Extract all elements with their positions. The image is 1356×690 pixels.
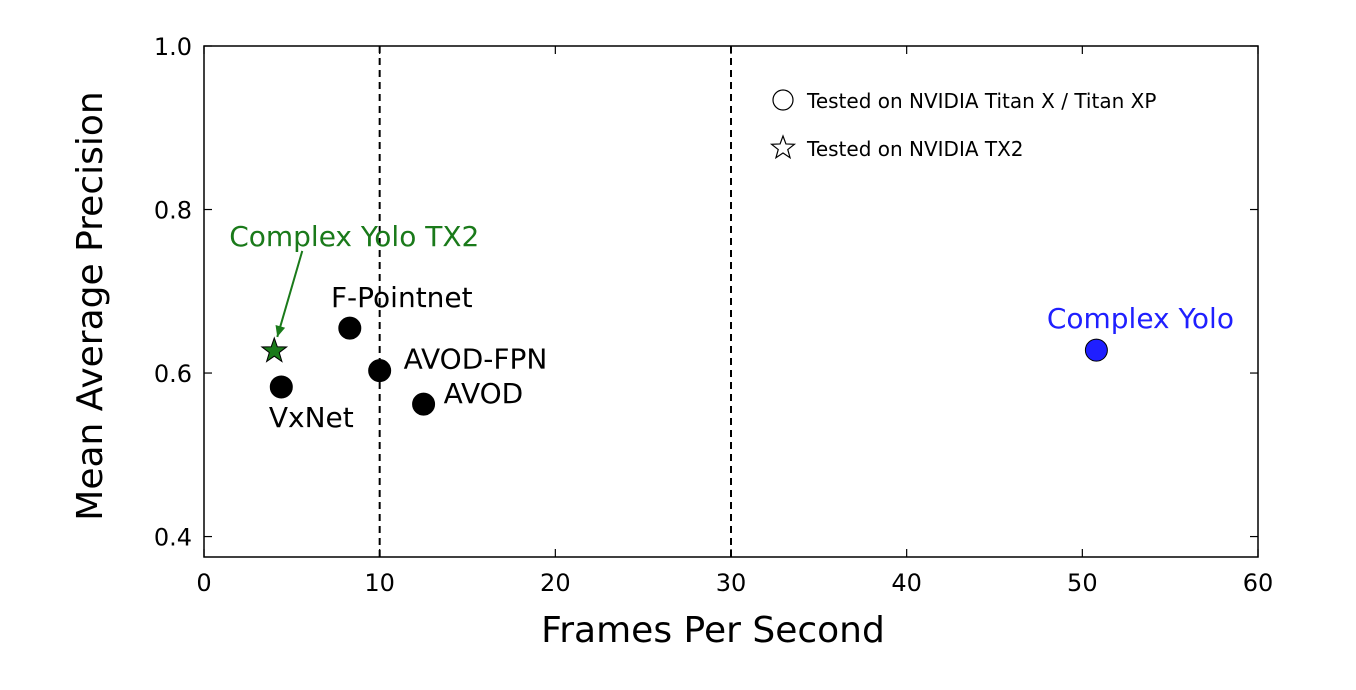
data-label-f-pointnet: F-Pointnet bbox=[331, 281, 473, 314]
x-tick-label: 0 bbox=[196, 569, 211, 597]
x-tick-label: 50 bbox=[1067, 569, 1098, 597]
legend-label: Tested on NVIDIA TX2 bbox=[806, 137, 1024, 161]
x-tick-label: 10 bbox=[364, 569, 395, 597]
point-complex-yolo-tx2 bbox=[260, 336, 289, 363]
data-label-vxnet: VxNet bbox=[269, 401, 354, 434]
legend-star-icon bbox=[769, 134, 797, 160]
point-complex-yolo bbox=[1084, 338, 1108, 362]
y-tick-label: 0.8 bbox=[154, 197, 192, 225]
point-vxnet bbox=[269, 375, 293, 399]
x-tick-label: 60 bbox=[1243, 569, 1274, 597]
annotation-arrow bbox=[276, 250, 304, 338]
point-avod-fpn bbox=[368, 359, 392, 383]
y-tick-label: 0.6 bbox=[154, 360, 192, 388]
legend-circle-icon bbox=[772, 89, 794, 111]
data-label-complex-yolo-tx2: Complex Yolo TX2 bbox=[229, 220, 479, 253]
data-label-avod-fpn: AVOD-FPN bbox=[404, 343, 548, 376]
point-f-pointnet bbox=[338, 316, 362, 340]
y-tick-label: 1.0 bbox=[154, 33, 192, 61]
x-tick-label: 30 bbox=[716, 569, 747, 597]
x-tick-label: 40 bbox=[891, 569, 922, 597]
y-axis-label: Mean Average Precision bbox=[70, 91, 111, 520]
point-avod bbox=[412, 392, 436, 416]
annotation-arrowhead bbox=[275, 325, 286, 337]
y-tick-label: 0.4 bbox=[154, 524, 192, 552]
legend-label: Tested on NVIDIA Titan X / Titan XP bbox=[806, 89, 1156, 113]
x-axis-label: Frames Per Second bbox=[541, 610, 885, 651]
x-tick-label: 20 bbox=[540, 569, 571, 597]
data-label-avod: AVOD bbox=[444, 377, 524, 410]
data-label-complex-yolo: Complex Yolo bbox=[1047, 302, 1234, 335]
